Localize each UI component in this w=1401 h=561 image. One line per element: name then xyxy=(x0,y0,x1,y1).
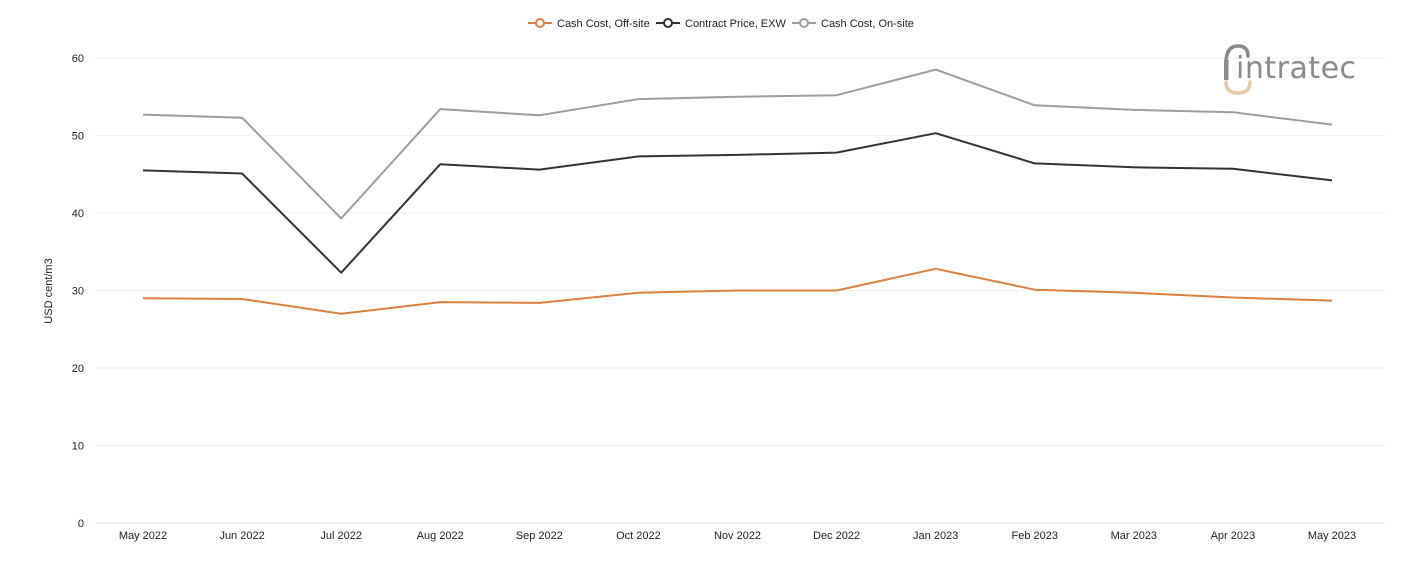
legend-marker-icon xyxy=(799,18,809,28)
x-tick-label: Jul 2022 xyxy=(320,530,362,542)
x-tick-label: Aug 2022 xyxy=(417,530,464,542)
legend-marker-icon xyxy=(535,18,545,28)
legend-item[interactable]: Cash Cost, On-site xyxy=(792,18,914,30)
x-tick-label: Jun 2022 xyxy=(219,530,264,542)
y-axis-ticks: 0 10 20 30 40 50 60 xyxy=(72,53,84,530)
x-tick-label: Jan 2023 xyxy=(913,530,958,542)
y-axis-title: USD cent/m3 xyxy=(43,258,55,323)
legend-item[interactable]: Cash Cost, Off-site xyxy=(528,18,650,30)
x-tick-label: Nov 2022 xyxy=(714,530,761,542)
intratec-logo: intratec xyxy=(1224,44,1357,95)
x-tick-label: Feb 2023 xyxy=(1012,530,1058,542)
x-tick-label: May 2022 xyxy=(119,530,167,542)
series-line-2[interactable] xyxy=(142,68,1333,220)
x-tick-label: Dec 2022 xyxy=(813,530,860,542)
intratec-logo-icon xyxy=(1224,44,1252,95)
grid-lines xyxy=(95,57,1385,524)
legend-label: Cash Cost, On-site xyxy=(821,18,914,30)
series-lines xyxy=(142,68,1333,315)
x-tick-label: Sep 2022 xyxy=(516,530,563,542)
legend-item[interactable]: Contract Price, EXW xyxy=(656,18,786,30)
legend[interactable]: Cash Cost, Off-site Contract Price, EXW Ca… xyxy=(528,18,914,30)
y-tick-label: 30 xyxy=(72,286,84,298)
legend-label: Cash Cost, Off-site xyxy=(557,18,650,30)
x-tick-label: Oct 2022 xyxy=(616,530,661,542)
y-tick-label: 50 xyxy=(72,131,84,143)
legend-label: Contract Price, EXW xyxy=(685,18,786,30)
y-tick-label: 60 xyxy=(72,53,84,65)
x-tick-label: Mar 2023 xyxy=(1111,530,1157,542)
series-line-0[interactable] xyxy=(142,267,1333,315)
y-tick-label: 20 xyxy=(72,363,84,375)
x-tick-label: Apr 2023 xyxy=(1211,530,1256,542)
series-line-1[interactable] xyxy=(142,132,1333,274)
legend-marker-icon xyxy=(663,18,673,28)
y-tick-label: 10 xyxy=(72,441,84,453)
y-tick-label: 0 xyxy=(78,518,84,530)
x-axis-ticks: May 2022 Jun 2022 Jul 2022 Aug 2022 Sep 2022… xyxy=(119,530,1356,542)
x-tick-label: May 2023 xyxy=(1308,530,1356,542)
y-tick-label: 40 xyxy=(72,208,84,220)
logo-text: intratec xyxy=(1236,51,1357,86)
